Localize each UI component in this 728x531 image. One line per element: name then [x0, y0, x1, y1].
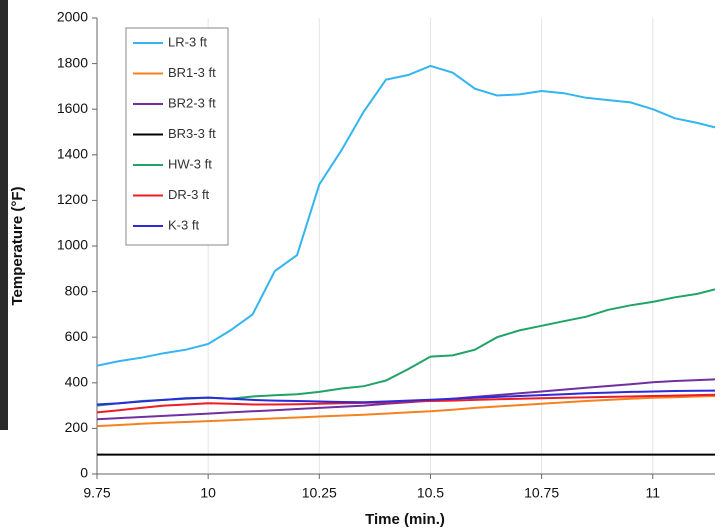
legend-label: BR1-3 ft [168, 65, 216, 80]
x-axis-title: Time (min.) [365, 511, 445, 528]
x-tick-label: 9.75 [83, 485, 110, 501]
legend: LR-3 ft BR1-3 ft BR2-3 ft BR3-3 ft HW-3 ft DR… [125, 27, 229, 246]
background-photo-edge [0, 0, 8, 430]
x-tick-label: 10.5 [417, 485, 444, 501]
y-tick-label: 1600 [57, 100, 88, 116]
y-tick-label: 600 [65, 328, 89, 344]
x-tick-label: 10 [200, 485, 216, 501]
y-tick-label: 1400 [57, 146, 88, 162]
legend-label: HW-3 ft [168, 156, 212, 171]
y-tick-label: 1800 [57, 54, 88, 70]
line-series [96, 64, 716, 367]
legend-label: LR-3 ft [168, 34, 207, 49]
legend-box [125, 27, 229, 246]
legend-label: DR-3 ft [168, 187, 210, 202]
y-axis-title: Temperature (°F) [9, 186, 26, 305]
y-tick-label: 2000 [57, 9, 88, 25]
line-series [96, 395, 716, 428]
x-tick-label: 11 [645, 485, 660, 501]
y-tick-label: 0 [80, 465, 88, 481]
x-tick-label: 10.25 [302, 485, 337, 501]
legend-label: K-3 ft [168, 217, 199, 232]
x-tick-label: 10.75 [524, 485, 559, 501]
y-tick-label: 200 [65, 419, 89, 435]
y-tick-label: 800 [65, 282, 89, 298]
line-series [96, 389, 716, 406]
line-series [96, 288, 716, 407]
y-tick-label: 1000 [57, 237, 88, 253]
legend-label: BR2-3 ft [168, 95, 216, 110]
legend-label: BR3-3 ft [168, 126, 216, 141]
y-tick-label: 1200 [57, 191, 88, 207]
y-tick-label: 400 [65, 374, 89, 390]
